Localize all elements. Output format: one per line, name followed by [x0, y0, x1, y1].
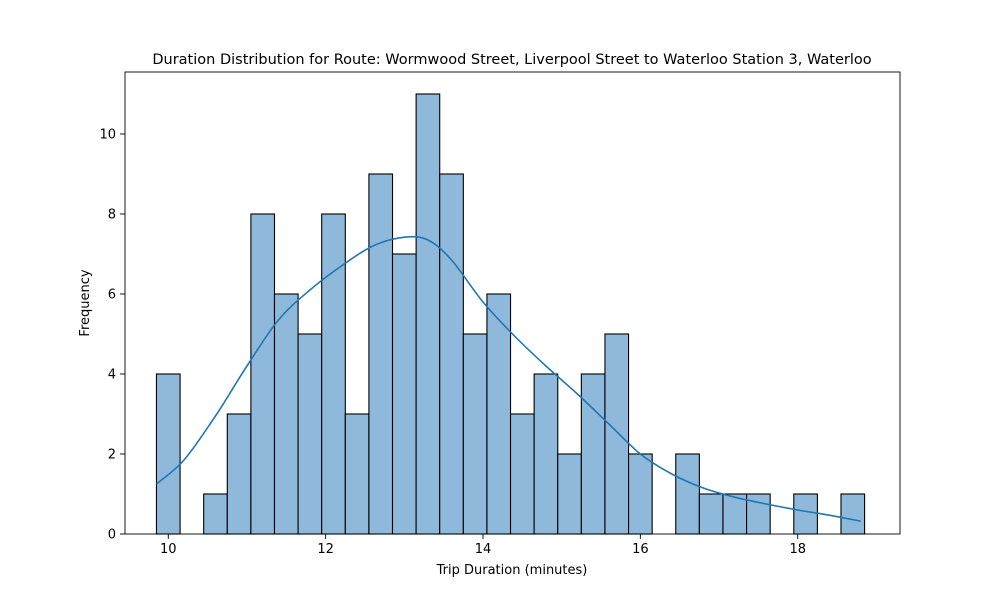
y-axis-label: Frequency	[78, 269, 93, 336]
histogram-bar	[533, 373, 559, 535]
y-tick-label: 10	[99, 128, 116, 143]
x-tick-label: 18	[789, 542, 806, 557]
histogram-bar	[604, 333, 630, 535]
histogram-bar	[557, 453, 582, 535]
histogram-bars	[155, 93, 866, 535]
kde-curve	[155, 235, 861, 522]
histogram-bar	[297, 333, 323, 535]
histogram-bar	[273, 293, 299, 535]
histogram-bar	[793, 493, 818, 535]
histogram-bar	[203, 493, 228, 535]
histogram-bar	[439, 173, 464, 535]
histogram-bar	[509, 413, 535, 535]
y-tick-label: 4	[108, 368, 116, 383]
x-tick-label: 16	[632, 542, 649, 557]
y-tick-label: 6	[108, 288, 116, 303]
y-tick-label: 0	[108, 528, 116, 543]
histogram-bar	[155, 373, 181, 535]
histogram-bar	[250, 213, 276, 535]
x-axis-ticks: 10 12 14 16 18	[160, 534, 806, 557]
y-tick-label: 2	[108, 448, 116, 463]
histogram-bar	[628, 453, 653, 535]
histogram-bar	[391, 253, 417, 535]
y-axis-ticks: 0 2 4 6 8 10	[99, 128, 125, 543]
histogram-bar	[486, 293, 512, 535]
x-tick-label: 12	[317, 542, 334, 557]
plot-frame	[124, 71, 901, 535]
histogram-bar	[675, 453, 700, 535]
chart-title: Duration Distribution for Route: Wormwoo…	[152, 52, 871, 68]
histogram-bar	[344, 413, 370, 535]
x-axis-label: Trip Duration (minutes)	[436, 563, 588, 578]
x-tick-label: 14	[475, 542, 492, 557]
histogram-bar	[698, 493, 724, 535]
axes	[124, 71, 901, 535]
histogram-bar	[321, 213, 346, 535]
histogram-bar	[840, 493, 866, 535]
histogram-bar	[580, 373, 606, 535]
histogram-bar	[462, 333, 488, 535]
y-tick-label: 8	[108, 208, 116, 223]
histogram-bar	[722, 493, 748, 535]
x-tick-label: 10	[160, 542, 177, 557]
histogram-bar	[415, 93, 441, 535]
histogram-bar	[226, 413, 252, 535]
histogram-bar	[368, 173, 394, 535]
